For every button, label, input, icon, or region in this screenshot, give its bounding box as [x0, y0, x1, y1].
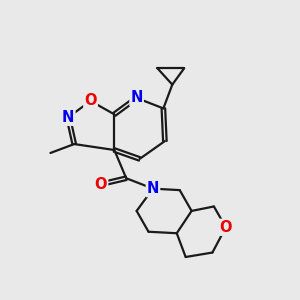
Text: O: O	[95, 177, 107, 192]
Text: N: N	[62, 110, 74, 125]
Text: N: N	[147, 181, 159, 196]
Text: O: O	[220, 220, 232, 235]
Text: N: N	[130, 91, 143, 106]
Text: O: O	[84, 94, 97, 109]
